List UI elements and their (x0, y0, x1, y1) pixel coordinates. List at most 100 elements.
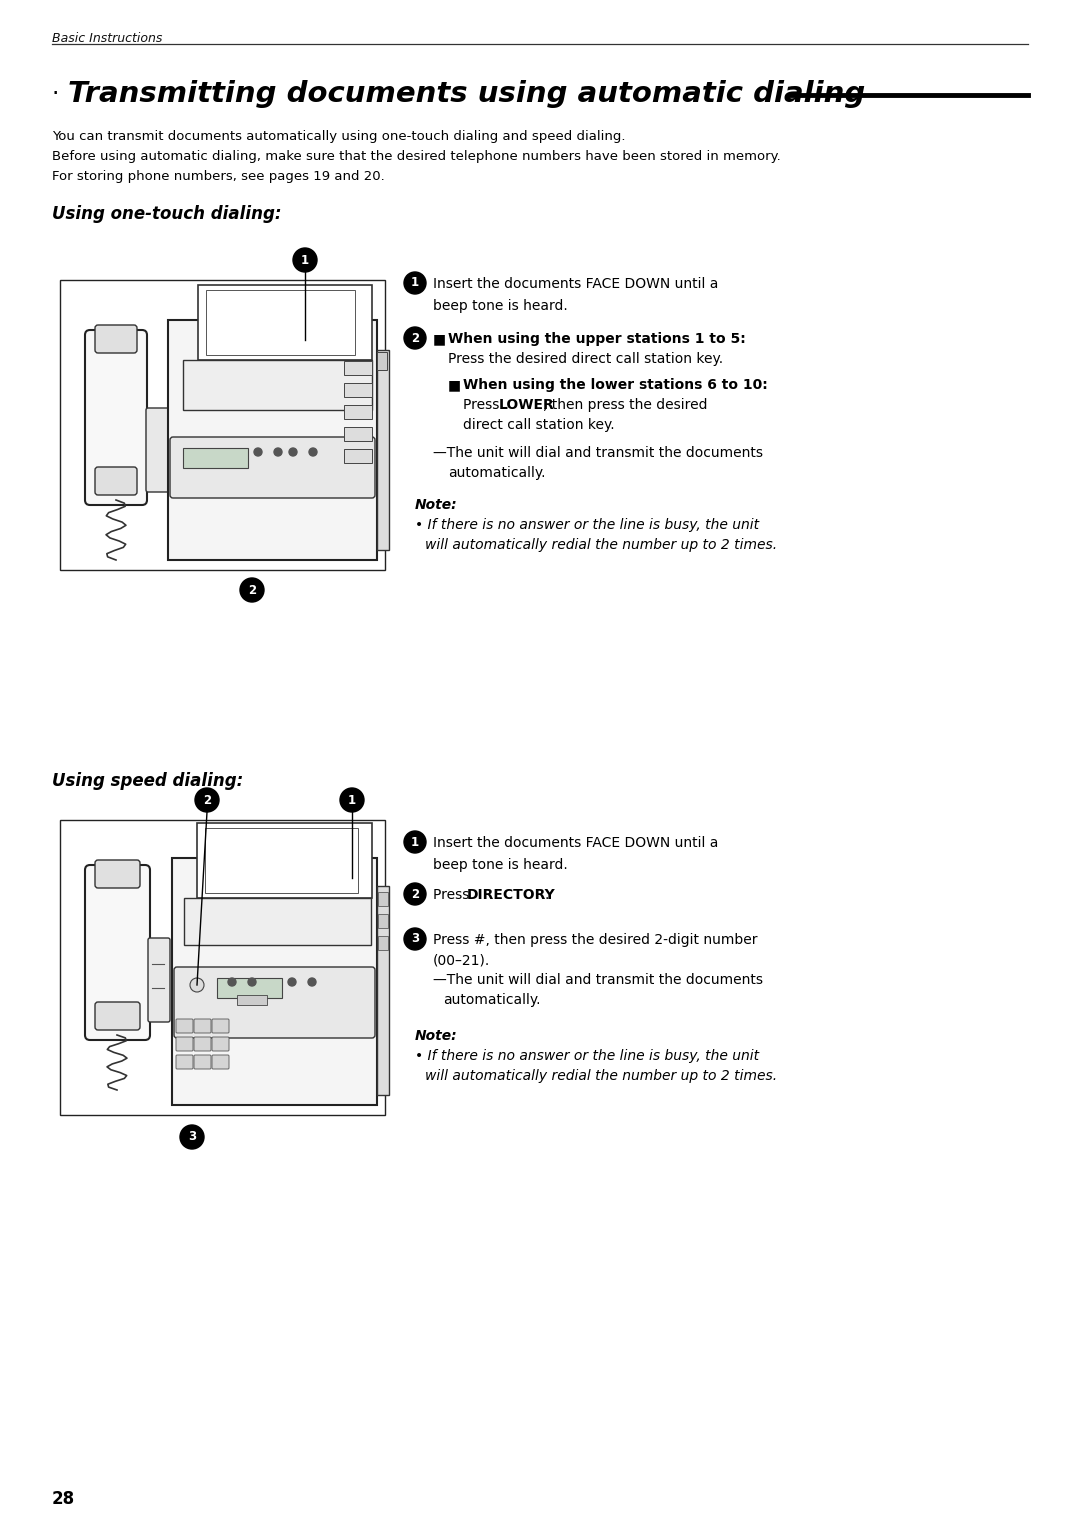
Bar (377, 349, 389, 549)
Text: When using the upper stations 1 to 5:: When using the upper stations 1 to 5: (448, 333, 746, 346)
FancyBboxPatch shape (95, 467, 137, 494)
Circle shape (404, 272, 426, 295)
Circle shape (293, 249, 318, 272)
Circle shape (340, 787, 364, 812)
Text: , then press the desired: , then press the desired (543, 398, 707, 412)
FancyBboxPatch shape (212, 1054, 229, 1070)
Text: Press: Press (463, 398, 503, 412)
Text: DIRECTORY: DIRECTORY (467, 888, 556, 902)
Bar (345, 362, 372, 375)
Text: automatically.: automatically. (448, 465, 545, 481)
FancyBboxPatch shape (85, 330, 147, 505)
Circle shape (274, 449, 282, 456)
FancyBboxPatch shape (176, 1054, 193, 1070)
Bar (60, 279, 384, 571)
Text: —The unit will dial and transmit the documents: —The unit will dial and transmit the doc… (433, 974, 762, 987)
Text: 3: 3 (410, 932, 419, 946)
Text: You can transmit documents automatically using one-touch dialing and speed diali: You can transmit documents automatically… (52, 130, 625, 143)
Bar (206, 290, 355, 356)
Text: Insert the documents FACE DOWN until a: Insert the documents FACE DOWN until a (433, 278, 718, 291)
FancyBboxPatch shape (194, 1019, 211, 1033)
FancyBboxPatch shape (212, 1019, 229, 1033)
Circle shape (308, 978, 316, 986)
Text: • If there is no answer or the line is busy, the unit: • If there is no answer or the line is b… (415, 1048, 759, 1064)
FancyBboxPatch shape (146, 407, 170, 491)
Bar (377, 353, 387, 369)
Text: 2: 2 (248, 583, 256, 597)
Text: 2: 2 (203, 794, 211, 807)
Circle shape (404, 327, 426, 349)
FancyBboxPatch shape (194, 1038, 211, 1051)
Text: LOWER: LOWER (499, 398, 555, 412)
Text: For storing phone numbers, see pages 19 and 20.: For storing phone numbers, see pages 19 … (52, 169, 384, 183)
Circle shape (248, 978, 256, 986)
Text: automatically.: automatically. (443, 993, 540, 1007)
Text: Using one-touch dialing:: Using one-touch dialing: (52, 204, 282, 223)
Circle shape (180, 1125, 204, 1149)
Text: Using speed dialing:: Using speed dialing: (52, 772, 243, 790)
Text: will automatically redial the number up to 2 times.: will automatically redial the number up … (426, 1070, 778, 1083)
Bar (378, 935, 388, 951)
Text: 1: 1 (348, 794, 356, 807)
Bar (184, 897, 372, 945)
Text: (00–21).: (00–21). (433, 954, 490, 967)
FancyBboxPatch shape (95, 325, 137, 353)
Bar (378, 914, 388, 928)
Bar (237, 995, 267, 1006)
Circle shape (309, 449, 318, 456)
FancyBboxPatch shape (176, 1038, 193, 1051)
Text: 1: 1 (301, 253, 309, 267)
Circle shape (404, 928, 426, 951)
FancyBboxPatch shape (148, 938, 170, 1022)
Text: —The unit will dial and transmit the documents: —The unit will dial and transmit the doc… (433, 446, 762, 459)
Text: 3: 3 (188, 1131, 197, 1143)
FancyBboxPatch shape (95, 1003, 140, 1030)
Circle shape (228, 978, 237, 986)
FancyBboxPatch shape (85, 865, 150, 1041)
Text: Insert the documents FACE DOWN until a: Insert the documents FACE DOWN until a (433, 836, 718, 850)
Text: 1: 1 (410, 276, 419, 290)
Bar (345, 449, 372, 462)
FancyBboxPatch shape (176, 1019, 193, 1033)
Bar (345, 383, 372, 397)
Text: ·: · (52, 82, 59, 105)
FancyBboxPatch shape (95, 861, 140, 888)
Text: direct call station key.: direct call station key. (463, 418, 615, 432)
Text: 1: 1 (410, 836, 419, 848)
Text: 2: 2 (410, 888, 419, 900)
FancyBboxPatch shape (170, 436, 375, 497)
Circle shape (240, 578, 264, 601)
Bar (60, 819, 384, 1116)
Text: 2: 2 (410, 331, 419, 345)
Text: Press the desired direct call station key.: Press the desired direct call station ke… (448, 353, 724, 366)
Text: 28: 28 (52, 1489, 76, 1508)
Text: Basic Instructions: Basic Instructions (52, 32, 162, 44)
Text: beep tone is heard.: beep tone is heard. (433, 858, 568, 871)
Text: Before using automatic dialing, make sure that the desired telephone numbers hav: Before using automatic dialing, make sur… (52, 150, 781, 163)
Text: will automatically redial the number up to 2 times.: will automatically redial the number up … (426, 539, 778, 552)
Bar (378, 893, 388, 906)
Bar (345, 404, 372, 420)
FancyBboxPatch shape (194, 1054, 211, 1070)
Bar (205, 829, 357, 893)
Bar (345, 427, 372, 441)
Circle shape (254, 449, 262, 456)
Text: Note:: Note: (415, 1029, 458, 1042)
Bar (198, 285, 372, 360)
Text: beep tone is heard.: beep tone is heard. (433, 299, 568, 313)
Bar (377, 887, 389, 1096)
Text: ■: ■ (433, 333, 446, 346)
Text: When using the lower stations 6 to 10:: When using the lower stations 6 to 10: (463, 378, 768, 392)
FancyBboxPatch shape (174, 967, 375, 1038)
Text: Transmitting documents using automatic dialing: Transmitting documents using automatic d… (68, 79, 865, 108)
Bar (197, 823, 372, 897)
FancyBboxPatch shape (212, 1038, 229, 1051)
Text: • If there is no answer or the line is busy, the unit: • If there is no answer or the line is b… (415, 517, 759, 533)
Circle shape (289, 449, 297, 456)
Bar (217, 978, 282, 998)
Circle shape (195, 787, 219, 812)
Text: ■: ■ (448, 378, 461, 392)
Bar (172, 858, 377, 1105)
Bar (168, 320, 377, 560)
Circle shape (404, 832, 426, 853)
